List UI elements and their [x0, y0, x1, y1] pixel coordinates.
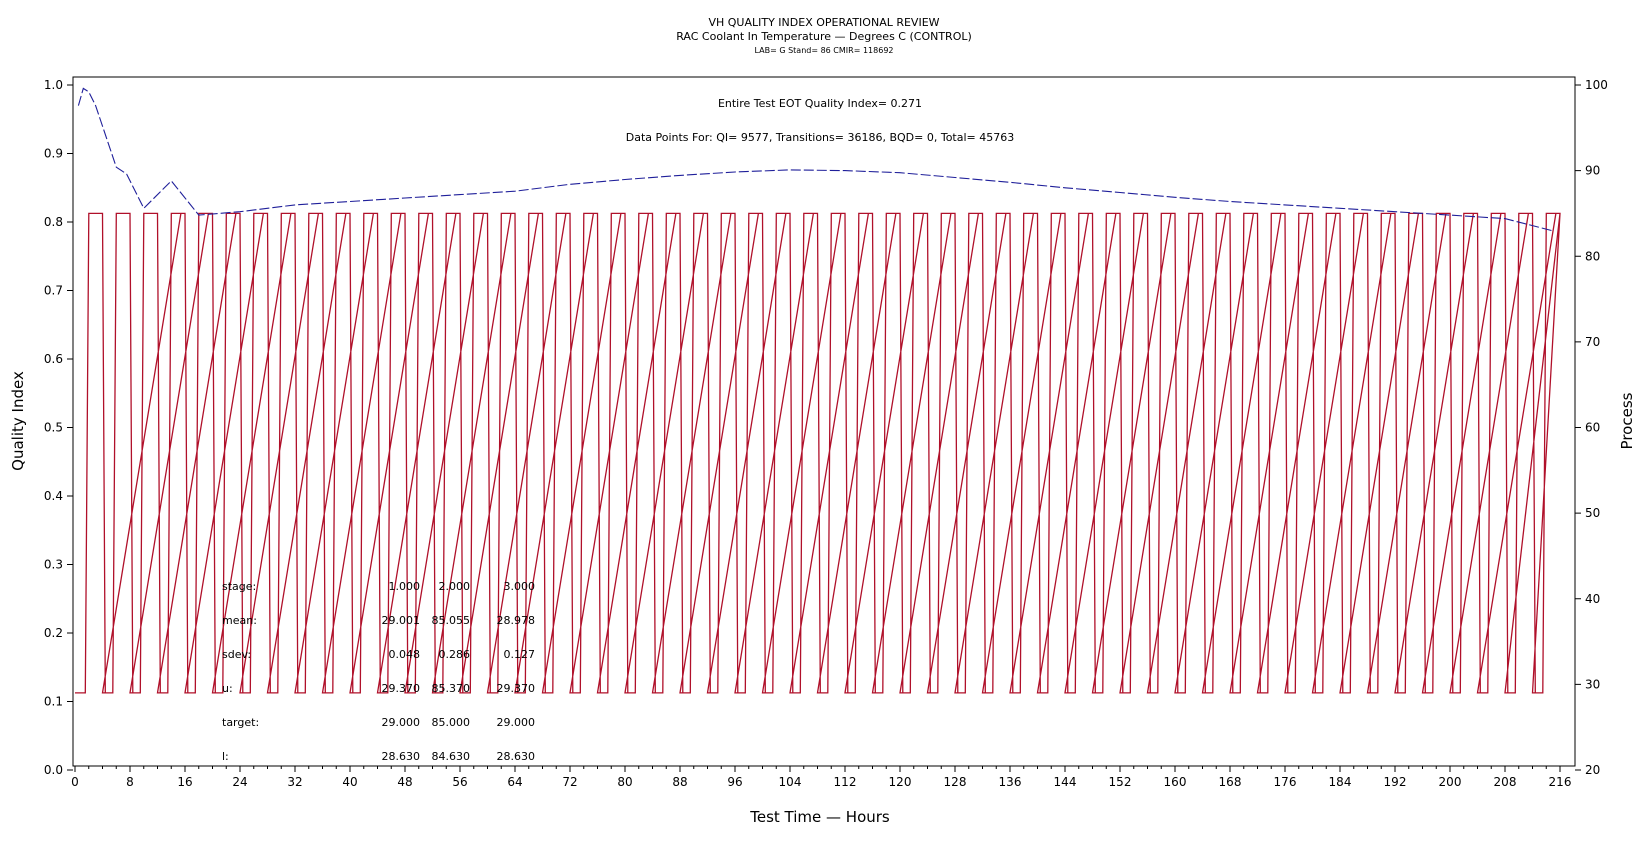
x-tick-label: 56 [452, 775, 467, 789]
stats-value: 0.286 [439, 648, 471, 661]
x-tick-label: 40 [342, 775, 357, 789]
x-tick-label: 200 [1439, 775, 1462, 789]
stats-value: 29.000 [497, 716, 536, 729]
stats-label: sdev: [222, 648, 251, 661]
x-tick-label: 48 [397, 775, 412, 789]
y-axis-label: Quality Index [9, 371, 27, 471]
y-tick-label: 0.4 [44, 489, 63, 503]
y2-tick-label: 50 [1585, 506, 1600, 520]
stats-value: 29.000 [382, 716, 421, 729]
y-tick-label: 0.3 [44, 558, 63, 572]
y2-tick-label: 80 [1585, 249, 1600, 263]
x-tick-label: 168 [1219, 775, 1242, 789]
y2-axis-label: Process [1618, 392, 1636, 449]
chart-subtitle: RAC Coolant In Temperature — Degrees C (… [676, 30, 972, 43]
process-series-line [75, 212, 1561, 694]
x-tick-label: 72 [562, 775, 577, 789]
stats-value: 28.978 [497, 614, 536, 627]
x-tick-label: 8 [126, 775, 134, 789]
stats-value: 0.127 [504, 648, 536, 661]
stats-value: 28.630 [497, 750, 536, 763]
x-tick-label: 152 [1109, 775, 1132, 789]
stats-value: 84.630 [432, 750, 471, 763]
y2-tick-label: 60 [1585, 421, 1600, 435]
x-tick-label: 80 [617, 775, 632, 789]
stats-value: 29.370 [497, 682, 536, 695]
stats-value: 29.370 [382, 682, 421, 695]
x-tick-label: 112 [834, 775, 857, 789]
y-tick-label: 0.1 [44, 695, 63, 709]
qi-annotation: Entire Test EOT Quality Index= 0.271 [718, 97, 922, 110]
plot-frame [72, 76, 1576, 767]
y-tick-label: 0.8 [44, 215, 63, 229]
y2-tick-label: 70 [1585, 335, 1600, 349]
y-tick-label: 0.9 [44, 147, 63, 161]
chart-sub-header: LAB= G Stand= 86 CMIR= 118692 [754, 46, 893, 55]
x-tick-label: 128 [944, 775, 967, 789]
y-tick-label: 0.0 [44, 763, 63, 777]
y2-tick-label: 100 [1585, 78, 1608, 92]
y2-tick-label: 90 [1585, 164, 1600, 178]
x-tick-label: 0 [71, 775, 79, 789]
data-points-annotation: Data Points For: QI= 9577, Transitions= … [626, 131, 1015, 144]
quality-index-line [77, 87, 1554, 232]
x-axis-label: Test Time — Hours [749, 808, 890, 826]
x-tick-label: 184 [1329, 775, 1352, 789]
y2-tick-label: 30 [1585, 677, 1600, 691]
x-tick-label: 176 [1274, 775, 1297, 789]
stats-value: 28.630 [382, 750, 421, 763]
x-tick-label: 216 [1549, 775, 1572, 789]
x-tick-label: 144 [1054, 775, 1077, 789]
stats-label: u: [222, 682, 233, 695]
stats-table: stage: 1.000 2.000 3.000 mean: 29.001 85.055 28… [222, 580, 535, 763]
x-tick-label: 136 [999, 775, 1022, 789]
series-layer [75, 87, 1561, 694]
chart-title: VH QUALITY INDEX OPERATIONAL REVIEW [708, 16, 939, 29]
axis-ticks-layer: 0 8 16 24 32 40 48 56 64 72 80 88 96 104 112 120 128 136 1… [44, 78, 1608, 789]
stats-value: 3.000 [504, 580, 536, 593]
x-tick-label: 96 [727, 775, 742, 789]
y2-tick-label: 20 [1585, 763, 1600, 777]
stats-value: 85.370 [432, 682, 471, 695]
stats-value: 2.000 [439, 580, 471, 593]
x-tick-label: 192 [1384, 775, 1407, 789]
stats-label: target: [222, 716, 259, 729]
x-tick-label: 24 [232, 775, 247, 789]
x-tick-label: 32 [287, 775, 302, 789]
x-tick-label: 64 [507, 775, 522, 789]
stats-label: mean: [222, 614, 257, 627]
y-tick-label: 0.2 [44, 626, 63, 640]
stats-value: 85.000 [432, 716, 471, 729]
x-tick-label: 120 [889, 775, 912, 789]
x-tick-label: 208 [1494, 775, 1517, 789]
x-tick-label: 88 [672, 775, 687, 789]
stats-value: 29.001 [382, 614, 421, 627]
y-tick-label: 0.6 [44, 352, 63, 366]
stats-value: 0.048 [389, 648, 421, 661]
y-tick-label: 0.5 [44, 421, 63, 435]
y-tick-label: 0.7 [44, 284, 63, 298]
stats-label: l: [222, 750, 229, 763]
x-tick-label: 16 [177, 775, 192, 789]
stats-value: 1.000 [389, 580, 421, 593]
x-tick-label: 104 [779, 775, 802, 789]
stats-value: 85.055 [432, 614, 471, 627]
y-tick-label: 1.0 [44, 78, 63, 92]
y2-tick-label: 40 [1585, 592, 1600, 606]
x-tick-label: 160 [1164, 775, 1187, 789]
stats-label: stage: [222, 580, 256, 593]
